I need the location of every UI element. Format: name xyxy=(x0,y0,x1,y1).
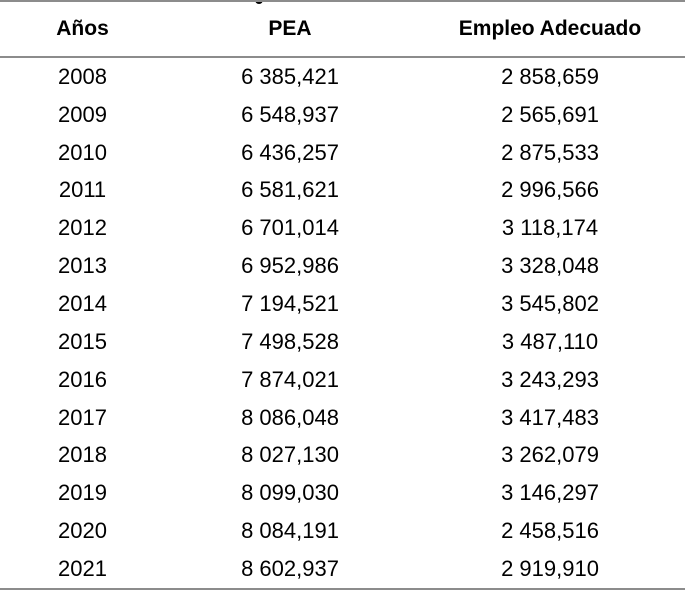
cell-pea: 8 084,191 xyxy=(241,518,339,544)
cell-empleo-adecuado: 3 262,079 xyxy=(501,442,599,468)
cell-year: 2019 xyxy=(58,480,107,506)
table-row: 2016 7 874,021 3 243,293 xyxy=(0,361,685,399)
cell-empleo-adecuado: 2 919,910 xyxy=(415,549,685,590)
cell-year: 2013 xyxy=(58,253,107,279)
table-row: 2012 6 701,014 3 118,174 xyxy=(0,209,685,247)
cell-empleo-adecuado: 3 487,110 xyxy=(501,328,599,354)
cell-year: 2020 xyxy=(58,518,107,544)
table-row: 2015 7 498,528 3 487,110 xyxy=(0,323,685,361)
table-row: 2008 6 385,421 2 858,659 xyxy=(0,57,685,96)
cell-pea: 8 099,030 xyxy=(241,480,339,506)
header-empleo-adecuado: Empleo Adecuado xyxy=(415,0,685,58)
header-years: Años xyxy=(0,0,165,58)
cell-year: 2016 xyxy=(58,366,107,392)
table-row: 2009 6 548,937 2 565,691 xyxy=(0,96,685,134)
cell-year: 2009 xyxy=(58,101,107,127)
cell-pea: 6 436,257 xyxy=(241,139,339,165)
cell-empleo-adecuado: 2 996,566 xyxy=(501,177,599,203)
table-row: 2018 8 027,130 3 262,079 xyxy=(0,436,685,474)
table-row: 2021 8 602,937 2 919,910 xyxy=(0,549,685,590)
cell-year: 2010 xyxy=(58,139,107,165)
cell-empleo-adecuado: 3 417,483 xyxy=(501,404,599,430)
table-row: 2017 8 086,048 3 417,483 xyxy=(0,399,685,437)
cell-pea: 7 194,521 xyxy=(241,290,339,316)
cell-year: 2018 xyxy=(58,442,107,468)
cell-year: 2008 xyxy=(58,63,107,89)
table-row: 2020 8 084,191 2 458,516 xyxy=(0,512,685,550)
cell-empleo-adecuado: 3 243,293 xyxy=(501,366,599,392)
cell-pea: 7 498,528 xyxy=(241,328,339,354)
table-row: 2013 6 952,986 3 328,048 xyxy=(0,247,685,285)
table-row: 2010 6 436,257 2 875,533 xyxy=(0,134,685,172)
cell-empleo-adecuado: 2 858,659 xyxy=(501,63,599,89)
table-row: 2019 8 099,030 3 146,297 xyxy=(0,474,685,512)
cell-empleo-adecuado: 3 545,802 xyxy=(501,290,599,316)
table-row: 2011 6 581,621 2 996,566 xyxy=(0,172,685,210)
cell-empleo-adecuado: 2 458,516 xyxy=(501,518,599,544)
cell-year: 2021 xyxy=(0,549,165,590)
cell-year: 2012 xyxy=(58,215,107,241)
cell-pea: 6 548,937 xyxy=(241,101,339,127)
cell-empleo-adecuado: 3 146,297 xyxy=(501,480,599,506)
cell-empleo-adecuado: 3 118,174 xyxy=(501,215,599,241)
header-pea: PEA xyxy=(165,0,415,58)
cell-year: 2014 xyxy=(58,290,107,316)
cell-pea: 7 874,021 xyxy=(241,366,339,392)
cell-empleo-adecuado: 2 875,533 xyxy=(501,139,599,165)
cell-pea: 8 027,130 xyxy=(241,442,339,468)
cell-empleo-adecuado: 2 565,691 xyxy=(501,101,599,127)
cell-pea: 6 581,621 xyxy=(241,177,339,203)
cell-pea: 6 952,986 xyxy=(241,253,339,279)
cell-pea: 6 701,014 xyxy=(241,215,339,241)
cell-pea: 8 602,937 xyxy=(165,549,415,590)
cell-year: 2011 xyxy=(58,177,107,203)
table-header-row: Años PEA Empleo Adecuado xyxy=(0,0,685,58)
cell-year: 2015 xyxy=(58,328,107,354)
cell-pea: 6 385,421 xyxy=(241,63,339,89)
cell-year: 2017 xyxy=(58,404,107,430)
table-row: 2014 7 194,521 3 545,802 xyxy=(0,285,685,323)
cell-pea: 8 086,048 xyxy=(241,404,339,430)
cell-empleo-adecuado: 3 328,048 xyxy=(501,253,599,279)
